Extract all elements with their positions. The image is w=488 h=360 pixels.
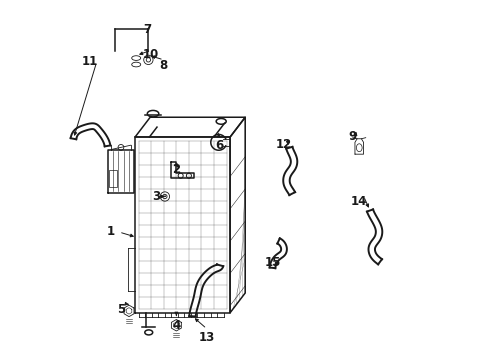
Text: 3: 3 <box>152 190 161 203</box>
Text: 10: 10 <box>143 48 159 61</box>
Text: 5: 5 <box>117 303 124 316</box>
Text: 9: 9 <box>347 130 355 144</box>
Text: 15: 15 <box>264 256 281 269</box>
Ellipse shape <box>147 111 159 117</box>
Text: 8: 8 <box>160 59 167 72</box>
Text: 2: 2 <box>172 163 180 176</box>
Ellipse shape <box>216 118 226 124</box>
Text: 12: 12 <box>275 138 291 150</box>
Ellipse shape <box>131 62 141 67</box>
Text: 1: 1 <box>107 225 115 238</box>
Text: 13: 13 <box>198 331 215 344</box>
Ellipse shape <box>356 144 362 152</box>
Ellipse shape <box>144 330 152 335</box>
Text: 7: 7 <box>143 23 151 36</box>
Text: 11: 11 <box>82 55 98 68</box>
Text: 6: 6 <box>215 139 223 152</box>
Ellipse shape <box>131 56 141 60</box>
Bar <box>109 170 117 187</box>
Text: 4: 4 <box>172 319 180 332</box>
Text: 14: 14 <box>350 195 366 208</box>
